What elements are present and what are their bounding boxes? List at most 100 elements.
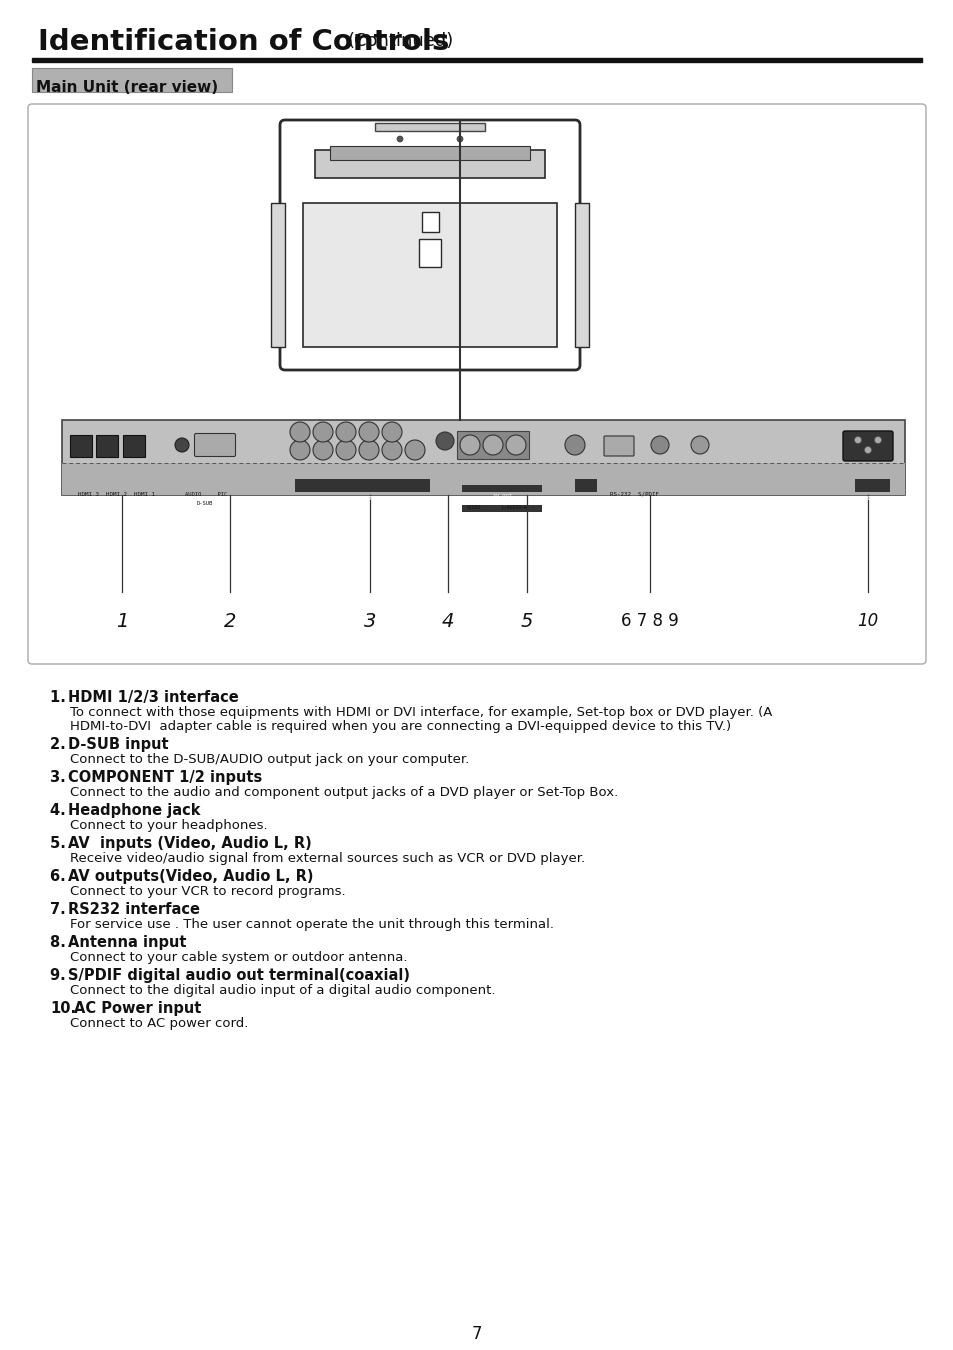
Text: Connect to your VCR to record programs.: Connect to your VCR to record programs. — [70, 886, 345, 898]
Bar — [421, 212, 438, 232]
Text: 5.: 5. — [50, 836, 71, 850]
Text: VIDEO: VIDEO — [467, 505, 481, 510]
Text: COMPONENT 1/2 inputs: COMPONENT 1/2 inputs — [68, 769, 262, 784]
Circle shape — [174, 437, 189, 452]
Circle shape — [854, 436, 861, 444]
Text: Connect to AC power cord.: Connect to AC power cord. — [70, 1017, 248, 1030]
Text: Headphone jack: Headphone jack — [68, 803, 200, 818]
Text: Connect to the digital audio input of a digital audio component.: Connect to the digital audio input of a … — [70, 984, 495, 998]
Text: 8.: 8. — [50, 936, 71, 950]
FancyBboxPatch shape — [842, 431, 892, 460]
Circle shape — [313, 440, 333, 460]
Bar — [461, 505, 541, 512]
Text: 1.: 1. — [50, 690, 71, 705]
Circle shape — [405, 440, 424, 460]
Text: For service use . The user cannot operate the unit through this terminal.: For service use . The user cannot operat… — [70, 918, 554, 932]
Text: Identification of Controls: Identification of Controls — [38, 28, 449, 55]
Circle shape — [863, 447, 871, 454]
Circle shape — [358, 423, 378, 441]
Bar — [96, 435, 118, 458]
Text: Connect to your headphones.: Connect to your headphones. — [70, 819, 268, 832]
Bar — [418, 239, 440, 267]
Text: 7: 7 — [471, 1324, 482, 1343]
Text: To connect with those equipments with HDMI or DVI interface, for example, Set-to: To connect with those equipments with HD… — [70, 706, 772, 720]
Bar — [32, 68, 232, 92]
Text: Main Unit (rear view): Main Unit (rear view) — [36, 80, 218, 94]
Text: 6 7 8 9: 6 7 8 9 — [620, 612, 679, 630]
Circle shape — [690, 436, 708, 454]
Text: Connect to the audio and component output jacks of a DVD player or Set-Top Box.: Connect to the audio and component outpu… — [70, 786, 618, 799]
Bar — [330, 146, 530, 161]
Text: 1: 1 — [115, 612, 128, 630]
Circle shape — [335, 423, 355, 441]
Bar — [314, 150, 544, 178]
Circle shape — [290, 440, 310, 460]
Circle shape — [290, 423, 310, 441]
Bar — [854, 479, 889, 491]
Text: AV  inputs (Video, Audio L, R): AV inputs (Video, Audio L, R) — [68, 836, 312, 850]
Circle shape — [381, 423, 401, 441]
Text: 10: 10 — [857, 612, 878, 630]
Circle shape — [313, 423, 333, 441]
Text: D-SUB: D-SUB — [196, 501, 213, 506]
Circle shape — [650, 436, 668, 454]
Text: Connect to the D-SUB/AUDIO output jack on your computer.: Connect to the D-SUB/AUDIO output jack o… — [70, 753, 469, 765]
Circle shape — [456, 136, 462, 142]
Circle shape — [505, 435, 525, 455]
Circle shape — [459, 435, 479, 455]
Text: RS232 interface: RS232 interface — [68, 902, 200, 917]
Circle shape — [564, 435, 584, 455]
Text: RF: RF — [582, 497, 589, 501]
Circle shape — [436, 432, 454, 450]
Circle shape — [358, 440, 378, 460]
Text: 4.: 4. — [50, 803, 71, 818]
Bar — [62, 463, 904, 495]
Bar — [375, 123, 484, 131]
Bar — [456, 431, 529, 459]
Bar — [62, 420, 904, 495]
Text: HDMI 1/2/3 interface: HDMI 1/2/3 interface — [68, 690, 238, 705]
Circle shape — [381, 440, 401, 460]
Circle shape — [396, 136, 402, 142]
Text: 9.: 9. — [50, 968, 71, 983]
Text: HDMI-to-DVI  adapter cable is required when you are connecting a DVI-equipped de: HDMI-to-DVI adapter cable is required wh… — [70, 720, 730, 733]
Bar — [123, 435, 145, 458]
Text: 6.: 6. — [50, 869, 71, 884]
Text: COMPONENT IN: COMPONENT IN — [339, 497, 384, 501]
Text: AV OUT: AV OUT — [492, 494, 511, 498]
Text: 3: 3 — [363, 612, 375, 630]
Text: L-AUDIO-R: L-AUDIO-R — [501, 505, 527, 510]
Bar — [461, 485, 541, 491]
Circle shape — [874, 436, 881, 444]
Text: 4: 4 — [441, 612, 454, 630]
Bar — [303, 202, 557, 347]
Text: 5: 5 — [520, 612, 533, 630]
Text: 10.: 10. — [50, 1000, 76, 1017]
Text: 3.: 3. — [50, 769, 71, 784]
Bar — [575, 202, 588, 347]
Text: HDMI 3  HDMI 2  HDMI 1: HDMI 3 HDMI 2 HDMI 1 — [78, 491, 154, 497]
Circle shape — [335, 440, 355, 460]
FancyBboxPatch shape — [280, 120, 579, 370]
Circle shape — [482, 435, 502, 455]
Text: Connect to your cable system or outdoor antenna.: Connect to your cable system or outdoor … — [70, 950, 407, 964]
Text: D-SUB input: D-SUB input — [68, 737, 169, 752]
FancyBboxPatch shape — [194, 433, 235, 456]
Bar — [32, 58, 921, 62]
Text: Antenna input: Antenna input — [68, 936, 186, 950]
Text: AV IN: AV IN — [494, 513, 509, 518]
Text: AC IN: AC IN — [863, 497, 880, 501]
Bar — [575, 479, 597, 491]
FancyBboxPatch shape — [28, 104, 925, 664]
Text: AC Power input: AC Power input — [74, 1000, 201, 1017]
Text: AV outputs(Video, Audio L, R): AV outputs(Video, Audio L, R) — [68, 869, 314, 884]
FancyBboxPatch shape — [603, 436, 634, 456]
Text: RS-232  S/PDIF: RS-232 S/PDIF — [609, 491, 659, 497]
Bar — [271, 202, 285, 347]
Text: 2.: 2. — [50, 737, 71, 752]
Text: S/PDIF digital audio out terminal(coaxial): S/PDIF digital audio out terminal(coaxia… — [68, 968, 410, 983]
Bar — [70, 435, 91, 458]
Bar — [294, 479, 430, 491]
Text: AUDIO     PIC: AUDIO PIC — [185, 491, 227, 497]
Text: (Continued): (Continued) — [348, 32, 454, 50]
